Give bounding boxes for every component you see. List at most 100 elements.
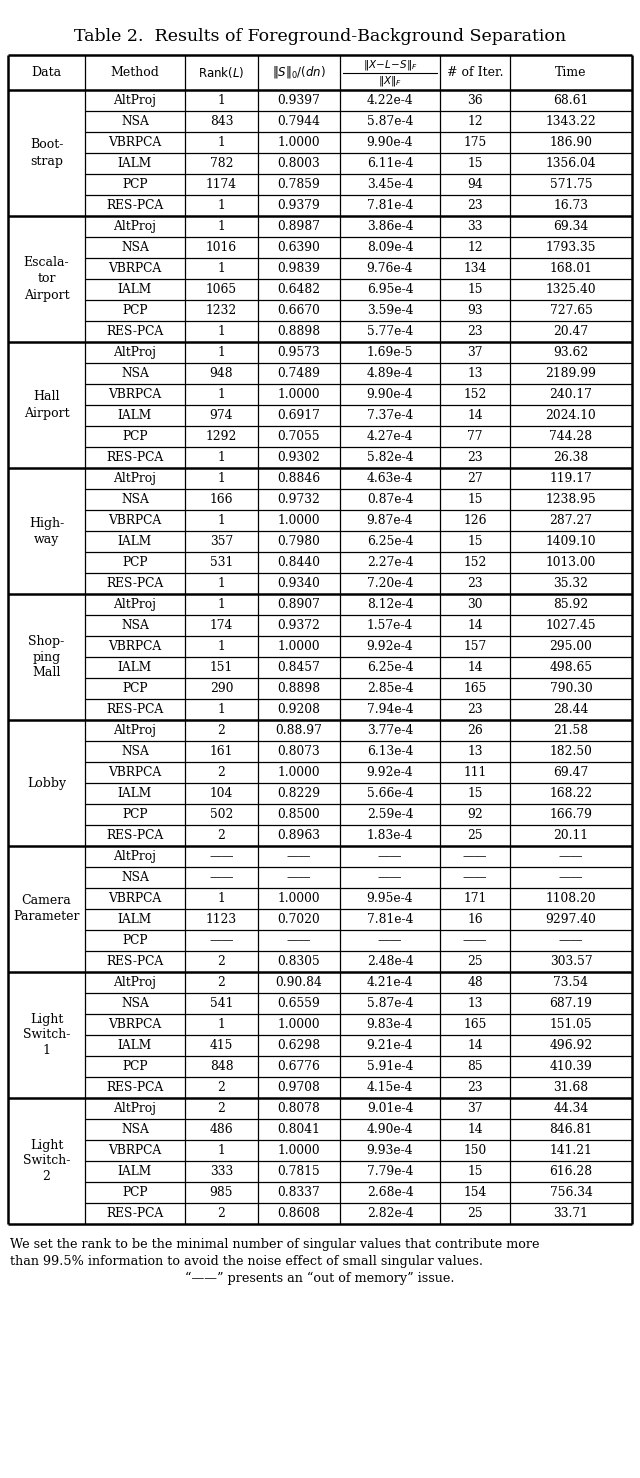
- Text: IALM: IALM: [118, 661, 152, 674]
- Text: 8.12e-4: 8.12e-4: [367, 599, 413, 610]
- Text: 0.9379: 0.9379: [278, 200, 321, 211]
- Text: ——: ——: [287, 934, 311, 947]
- Text: 0.8041: 0.8041: [278, 1123, 321, 1137]
- Text: 48: 48: [467, 975, 483, 989]
- Text: We set the rank to be the minimal number of singular values that contribute more: We set the rank to be the minimal number…: [10, 1239, 540, 1250]
- Text: 616.28: 616.28: [549, 1165, 593, 1178]
- Text: 287.27: 287.27: [550, 514, 593, 528]
- Text: 502: 502: [210, 808, 233, 820]
- Text: PCP: PCP: [122, 681, 148, 695]
- Text: ——: ——: [378, 934, 403, 947]
- Text: 974: 974: [210, 409, 233, 423]
- Text: Method: Method: [111, 67, 159, 78]
- Text: 2189.99: 2189.99: [545, 367, 596, 380]
- Text: 5.87e-4: 5.87e-4: [367, 115, 413, 129]
- Text: 0.6482: 0.6482: [277, 282, 321, 296]
- Text: 0.6917: 0.6917: [278, 409, 321, 423]
- Text: 0.7489: 0.7489: [278, 367, 321, 380]
- Text: PCP: PCP: [122, 556, 148, 569]
- Text: IALM: IALM: [118, 913, 152, 927]
- Text: 171: 171: [463, 893, 486, 905]
- Text: 154: 154: [463, 1185, 486, 1199]
- Text: VBRPCA: VBRPCA: [108, 262, 162, 275]
- Text: 0.7020: 0.7020: [278, 913, 321, 927]
- Text: 6.95e-4: 6.95e-4: [367, 282, 413, 296]
- Text: 151.05: 151.05: [550, 1018, 592, 1032]
- Text: 782: 782: [210, 157, 233, 170]
- Text: 0.7815: 0.7815: [278, 1165, 321, 1178]
- Text: 3.77e-4: 3.77e-4: [367, 724, 413, 738]
- Text: AltProj: AltProj: [113, 1103, 157, 1114]
- Text: VBRPCA: VBRPCA: [108, 136, 162, 149]
- Text: 1174: 1174: [206, 177, 237, 191]
- Text: 1: 1: [218, 200, 225, 211]
- Text: 1.0000: 1.0000: [278, 766, 320, 779]
- Text: 20.47: 20.47: [554, 325, 589, 338]
- Text: ——: ——: [463, 871, 487, 884]
- Text: 2: 2: [218, 955, 225, 968]
- Text: 0.6298: 0.6298: [277, 1039, 321, 1052]
- Text: 0.7859: 0.7859: [278, 177, 321, 191]
- Text: Camera
Parameter: Camera Parameter: [13, 894, 80, 924]
- Text: 571.75: 571.75: [550, 177, 592, 191]
- Text: 1793.35: 1793.35: [546, 241, 596, 254]
- Text: ——: ——: [209, 850, 234, 863]
- Text: 35.32: 35.32: [554, 576, 589, 590]
- Text: VBRPCA: VBRPCA: [108, 640, 162, 653]
- Text: NSA: NSA: [121, 494, 149, 505]
- Text: 0.9302: 0.9302: [278, 451, 321, 464]
- Text: RES-PCA: RES-PCA: [106, 1080, 164, 1094]
- Text: Escala-
tor
Airport: Escala- tor Airport: [24, 257, 69, 302]
- Text: 1: 1: [218, 471, 225, 485]
- Text: 1.0000: 1.0000: [278, 136, 320, 149]
- Text: 69.34: 69.34: [554, 220, 589, 234]
- Text: 9.93e-4: 9.93e-4: [367, 1144, 413, 1157]
- Text: 1.0000: 1.0000: [278, 1018, 320, 1032]
- Text: 8.09e-4: 8.09e-4: [367, 241, 413, 254]
- Text: AltProj: AltProj: [113, 471, 157, 485]
- Text: 9.92e-4: 9.92e-4: [367, 640, 413, 653]
- Text: 1: 1: [218, 346, 225, 359]
- Text: NSA: NSA: [121, 871, 149, 884]
- Text: 44.34: 44.34: [554, 1103, 589, 1114]
- Text: 15: 15: [467, 786, 483, 800]
- Text: 166.79: 166.79: [550, 808, 593, 820]
- Text: PCP: PCP: [122, 1185, 148, 1199]
- Text: 9.95e-4: 9.95e-4: [367, 893, 413, 905]
- Text: 152: 152: [463, 389, 486, 401]
- Text: 12: 12: [467, 115, 483, 129]
- Text: 21.58: 21.58: [554, 724, 589, 738]
- Text: 0.6390: 0.6390: [278, 241, 321, 254]
- Text: 93: 93: [467, 304, 483, 316]
- Text: 165: 165: [463, 681, 486, 695]
- Text: 7.81e-4: 7.81e-4: [367, 913, 413, 927]
- Text: 73.54: 73.54: [554, 975, 589, 989]
- Text: High-
way: High- way: [29, 516, 64, 545]
- Text: Lobby: Lobby: [27, 776, 66, 789]
- Text: 0.8898: 0.8898: [277, 325, 321, 338]
- Text: NSA: NSA: [121, 619, 149, 633]
- Text: RES-PCA: RES-PCA: [106, 955, 164, 968]
- Text: IALM: IALM: [118, 282, 152, 296]
- Text: 175: 175: [463, 136, 486, 149]
- Text: 0.8305: 0.8305: [278, 955, 321, 968]
- Text: 410.39: 410.39: [550, 1060, 593, 1073]
- Text: 15: 15: [467, 157, 483, 170]
- Text: ——: ——: [287, 850, 311, 863]
- Text: 0.8987: 0.8987: [278, 220, 321, 234]
- Text: 27: 27: [467, 471, 483, 485]
- Text: 1.69e-5: 1.69e-5: [367, 346, 413, 359]
- Text: 7.79e-4: 7.79e-4: [367, 1165, 413, 1178]
- Text: 15: 15: [467, 282, 483, 296]
- Text: 4.63e-4: 4.63e-4: [367, 471, 413, 485]
- Text: 23: 23: [467, 325, 483, 338]
- Text: 0.9839: 0.9839: [278, 262, 321, 275]
- Text: 126: 126: [463, 514, 487, 528]
- Text: 0.6776: 0.6776: [278, 1060, 321, 1073]
- Text: 0.9340: 0.9340: [278, 576, 321, 590]
- Text: 23: 23: [467, 704, 483, 715]
- Text: 2024.10: 2024.10: [546, 409, 596, 423]
- Text: 166: 166: [210, 494, 233, 505]
- Text: 111: 111: [463, 766, 486, 779]
- Text: 13: 13: [467, 998, 483, 1009]
